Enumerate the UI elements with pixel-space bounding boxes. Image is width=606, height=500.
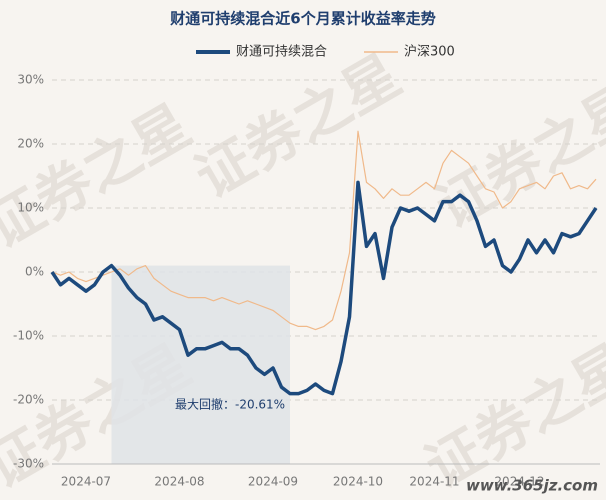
legend-label: 财通可持续混合 (236, 45, 327, 60)
drawdown-label: 最大回撤：-20.61% (175, 397, 285, 412)
y-tick-label: 10% (17, 201, 44, 215)
x-tick-label: 2024-10 (333, 475, 383, 489)
series-line (51, 130, 597, 331)
y-tick-label: -20% (13, 393, 44, 407)
series-line (50, 180, 598, 396)
y-tick-label: -10% (13, 329, 44, 343)
y-tick-label: -30% (13, 457, 44, 471)
drawdown-area (111, 265, 290, 464)
x-tick-label: 2024-11 (409, 475, 459, 489)
x-tick-label: 2024-09 (248, 475, 298, 489)
y-tick-label: 0% (25, 265, 44, 279)
site-watermark: www.365jz.com (466, 477, 598, 495)
legend-label: 沪深300 (404, 44, 455, 60)
y-tick-label: 20% (17, 137, 44, 151)
y-tick-label: 30% (17, 73, 44, 87)
chart-title: 财通可持续混合近6个月累计收益率走势 (170, 10, 435, 28)
x-tick-label: 2024-12 (494, 475, 544, 489)
x-tick-label: 2024-07 (61, 475, 111, 489)
x-tick-label: 2024-08 (154, 475, 204, 489)
